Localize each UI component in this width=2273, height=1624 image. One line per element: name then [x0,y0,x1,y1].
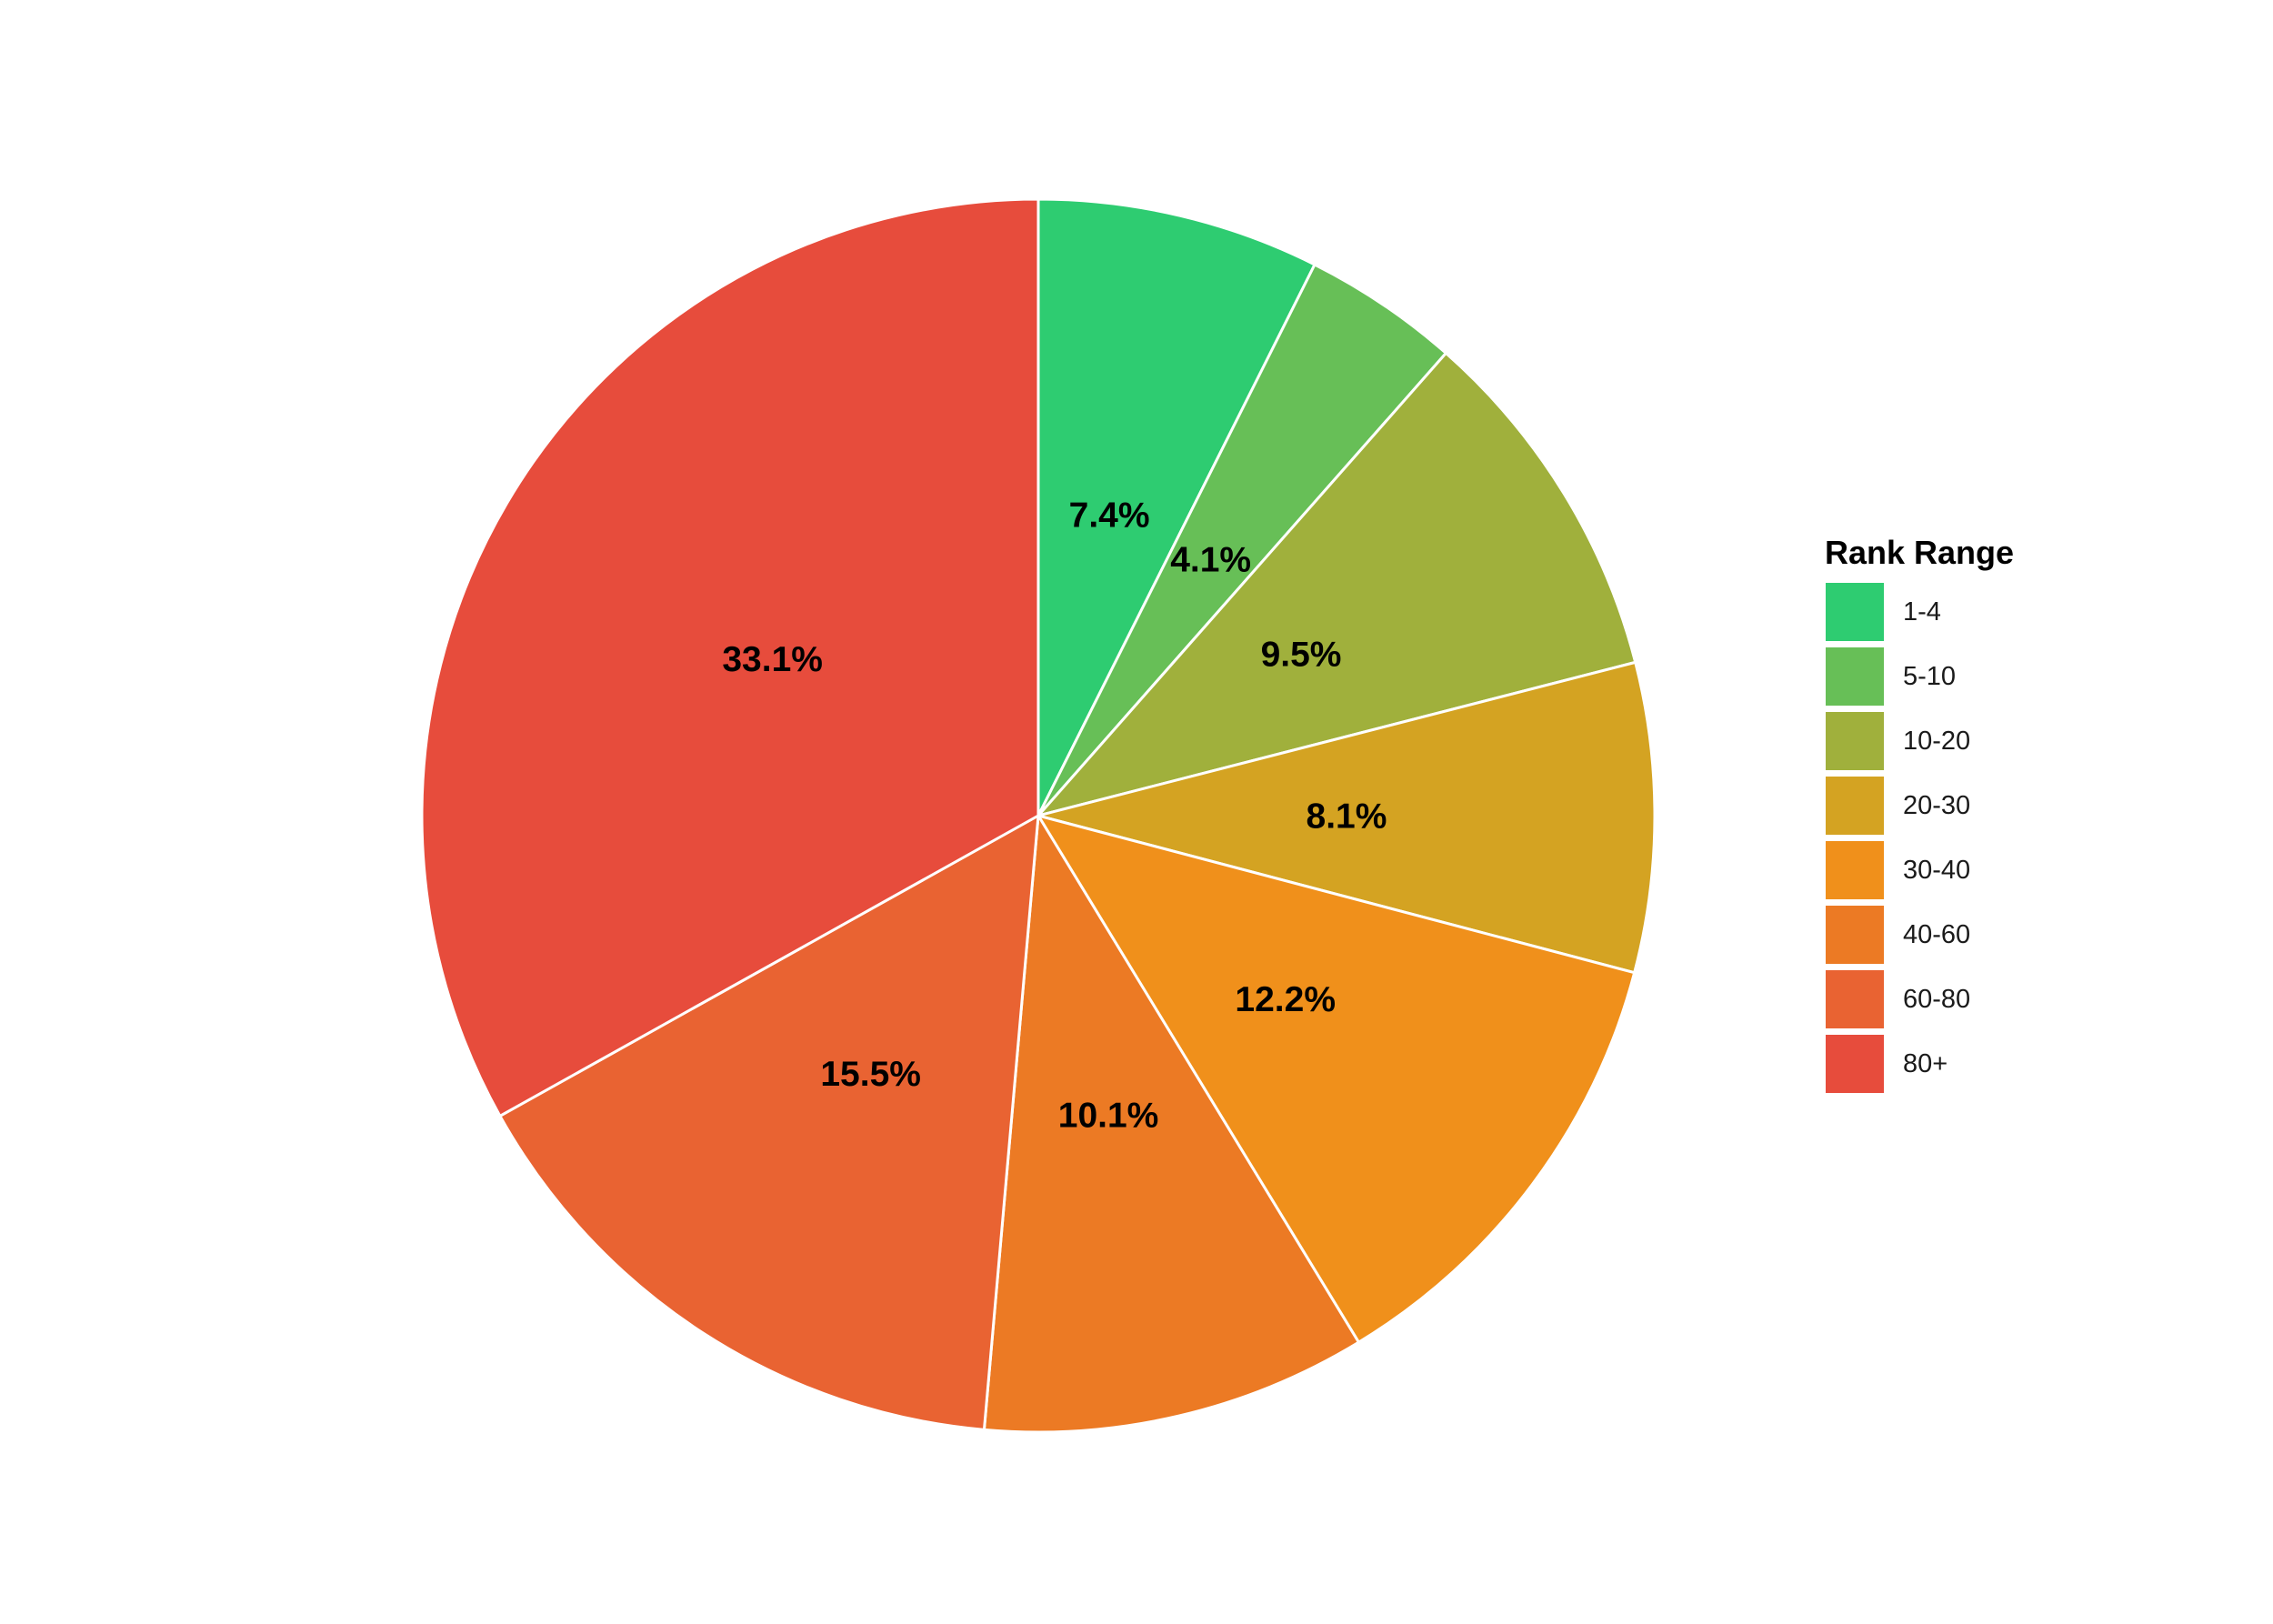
legend-items: 1-4 5-10 10-20 20-30 30-40 40-60 60-80 80+ [1824,581,1970,1095]
pie-slice-60-80 [497,813,1040,1432]
legend-label-60-80: 60-80 [1903,985,1970,1014]
slice-label-20-30: 8.1% [1307,797,1387,837]
legend-label-30-40: 30-40 [1903,856,1970,885]
legend: Rank Range 1-4 5-10 10-20 20-30 30-40 40-60 60… [1824,534,2014,1095]
slice-label-80+: 33.1% [722,640,823,679]
pie-slices [420,197,1657,1434]
legend-key-80+ [1824,1033,1886,1095]
pie-slice-30-40 [1035,813,1637,1345]
legend-key-40-60 [1824,904,1886,966]
pie-slice-5-10 [1036,262,1448,817]
legend-label-80+: 80+ [1903,1049,1948,1078]
legend-key-20-30 [1824,775,1886,837]
slice-label-40-60: 10.1% [1058,1097,1159,1136]
pie-labels: 7.4% 4.1% 9.5% 8.1% 12.2% 10.1% 15.5% 33.1% [722,496,1387,1136]
pie-slice-1-4 [1036,197,1317,817]
pie-slice-20-30 [1033,660,1657,975]
legend-key-1-4 [1824,581,1886,643]
slice-label-5-10: 4.1% [1170,541,1251,580]
legend-key-5-10 [1824,646,1886,707]
pie-slice-80+ [420,197,1040,1118]
legend-key-60-80 [1824,968,1886,1030]
legend-label-10-20: 10-20 [1903,727,1970,756]
legend-label-5-10: 5-10 [1903,662,1956,691]
legend-label-20-30: 20-30 [1903,791,1970,820]
legend-key-30-40 [1824,839,1886,901]
legend-label-40-60: 40-60 [1903,920,1970,949]
legend-title: Rank Range [1825,534,2014,571]
slice-label-1-4: 7.4% [1069,496,1150,536]
pie-slice-40-60 [982,811,1361,1434]
slice-label-10-20: 9.5% [1261,635,1342,674]
slice-label-30-40: 12.2% [1235,980,1336,1019]
slice-label-60-80: 15.5% [820,1055,921,1094]
legend-label-1-4: 1-4 [1903,597,1941,627]
legend-key-10-20 [1824,710,1886,772]
